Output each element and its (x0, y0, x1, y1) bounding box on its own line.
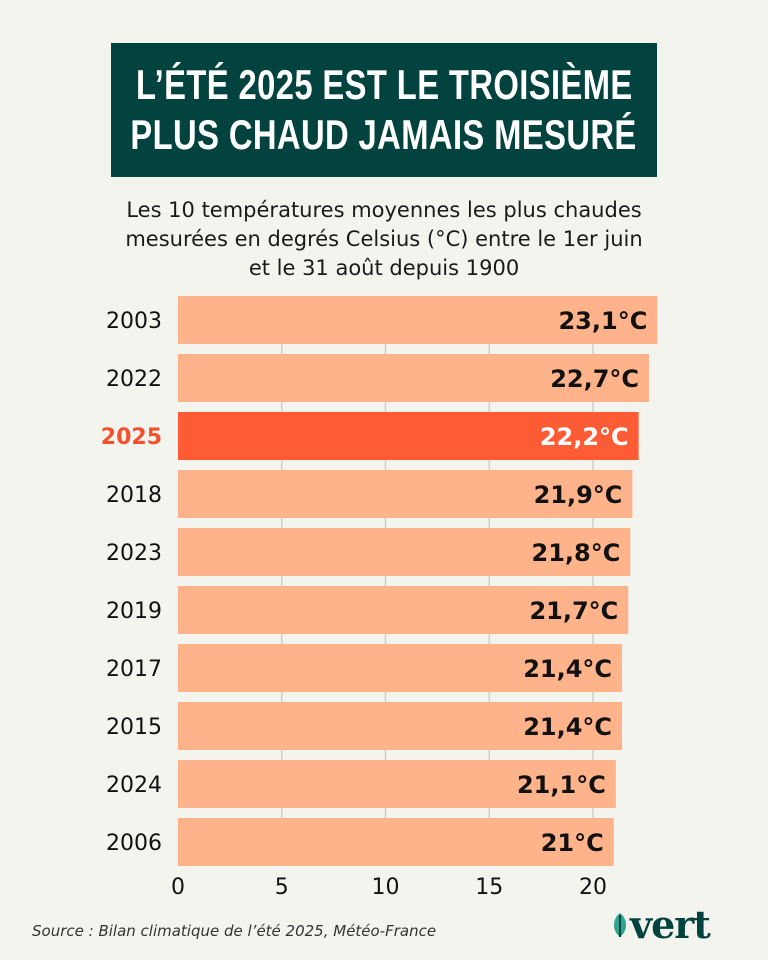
y-tick-label: 2018 (106, 483, 162, 508)
bar-2003 (178, 296, 658, 344)
bar-2024 (178, 760, 616, 808)
data-label: 21°C (541, 829, 604, 857)
title-line-2: PLUS CHAUD JAMAIS MESURÉ (130, 111, 638, 158)
chart-subtitle: Les 10 températures moyennes les plus ch… (60, 196, 708, 283)
title-banner: L’ÉTÉ 2025 EST LE TROISIÈME PLUS CHAUD J… (111, 43, 657, 177)
y-tick-label: 2003 (106, 309, 162, 334)
subtitle-line-2: mesurées en degrés Celsius (°C) entre le… (125, 227, 643, 251)
x-tick-label: 5 (275, 875, 289, 900)
y-tick-label: 2022 (106, 367, 162, 392)
x-tick-label: 10 (372, 875, 400, 900)
y-tick-label: 2024 (106, 773, 162, 798)
data-label: 21,1°C (517, 771, 606, 799)
x-tick-label: 15 (475, 875, 503, 900)
data-label: 21,9°C (534, 481, 623, 509)
y-tick-label: 2025 (101, 425, 162, 450)
title-line-1: L’ÉTÉ 2025 EST LE TROISIÈME (135, 61, 633, 108)
data-label: 21,8°C (532, 539, 621, 567)
bar-2017 (178, 644, 623, 692)
y-tick-label: 2017 (106, 657, 162, 682)
data-label: 21,4°C (523, 655, 612, 683)
y-tick-label: 2015 (106, 715, 162, 740)
data-label: 22,7°C (550, 365, 639, 393)
data-label: 21,4°C (523, 713, 612, 741)
x-tick-label: 0 (171, 875, 185, 900)
y-tick-label: 2019 (106, 599, 162, 624)
bar-2019 (178, 586, 629, 634)
y-tick-label: 2006 (106, 831, 162, 856)
data-label: 23,1°C (558, 307, 647, 335)
data-label: 21,7°C (529, 597, 618, 625)
bar-2023 (178, 528, 631, 576)
bar-2022 (178, 354, 650, 402)
x-tick-label: 20 (579, 875, 607, 900)
data-label: 22,2°C (540, 423, 629, 451)
y-tick-label: 2023 (106, 541, 162, 566)
logo-text: vert (630, 902, 711, 947)
vert-logo: vert (610, 902, 711, 947)
bar-2006 (178, 818, 614, 866)
bar-2018 (178, 470, 633, 518)
source-note: Source : Bilan climatique de l’été 2025,… (32, 922, 437, 940)
leaf-icon (614, 913, 626, 937)
subtitle-line-1: Les 10 températures moyennes les plus ch… (126, 198, 642, 222)
subtitle-line-3: et le 31 août depuis 1900 (248, 256, 520, 280)
bar-2015 (178, 702, 623, 750)
bar-2025 (178, 412, 639, 460)
